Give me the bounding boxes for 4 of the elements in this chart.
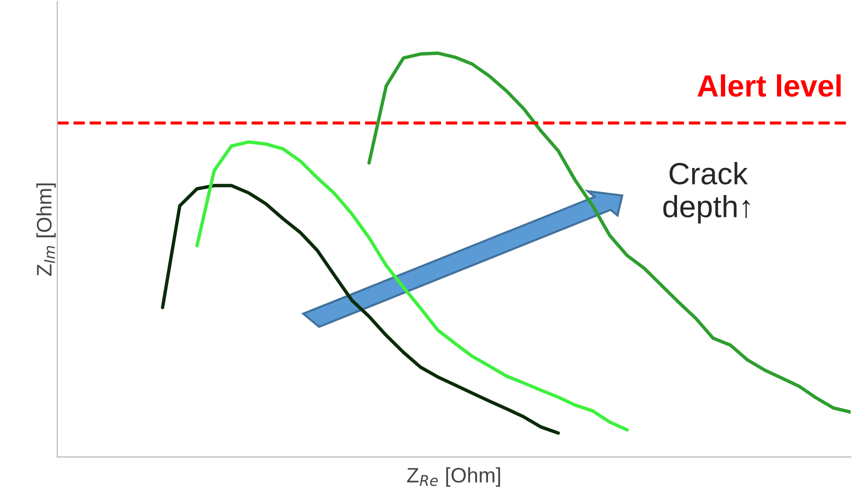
ref-line-label: Alert level [697,74,841,97]
y-axis-title: Z$_{Im}$ [Ohm] [36,183,56,276]
x-axis-title: Z$_{Re}$ [Ohm] [407,467,500,487]
annotation: Crack depth↑ [663,162,750,224]
